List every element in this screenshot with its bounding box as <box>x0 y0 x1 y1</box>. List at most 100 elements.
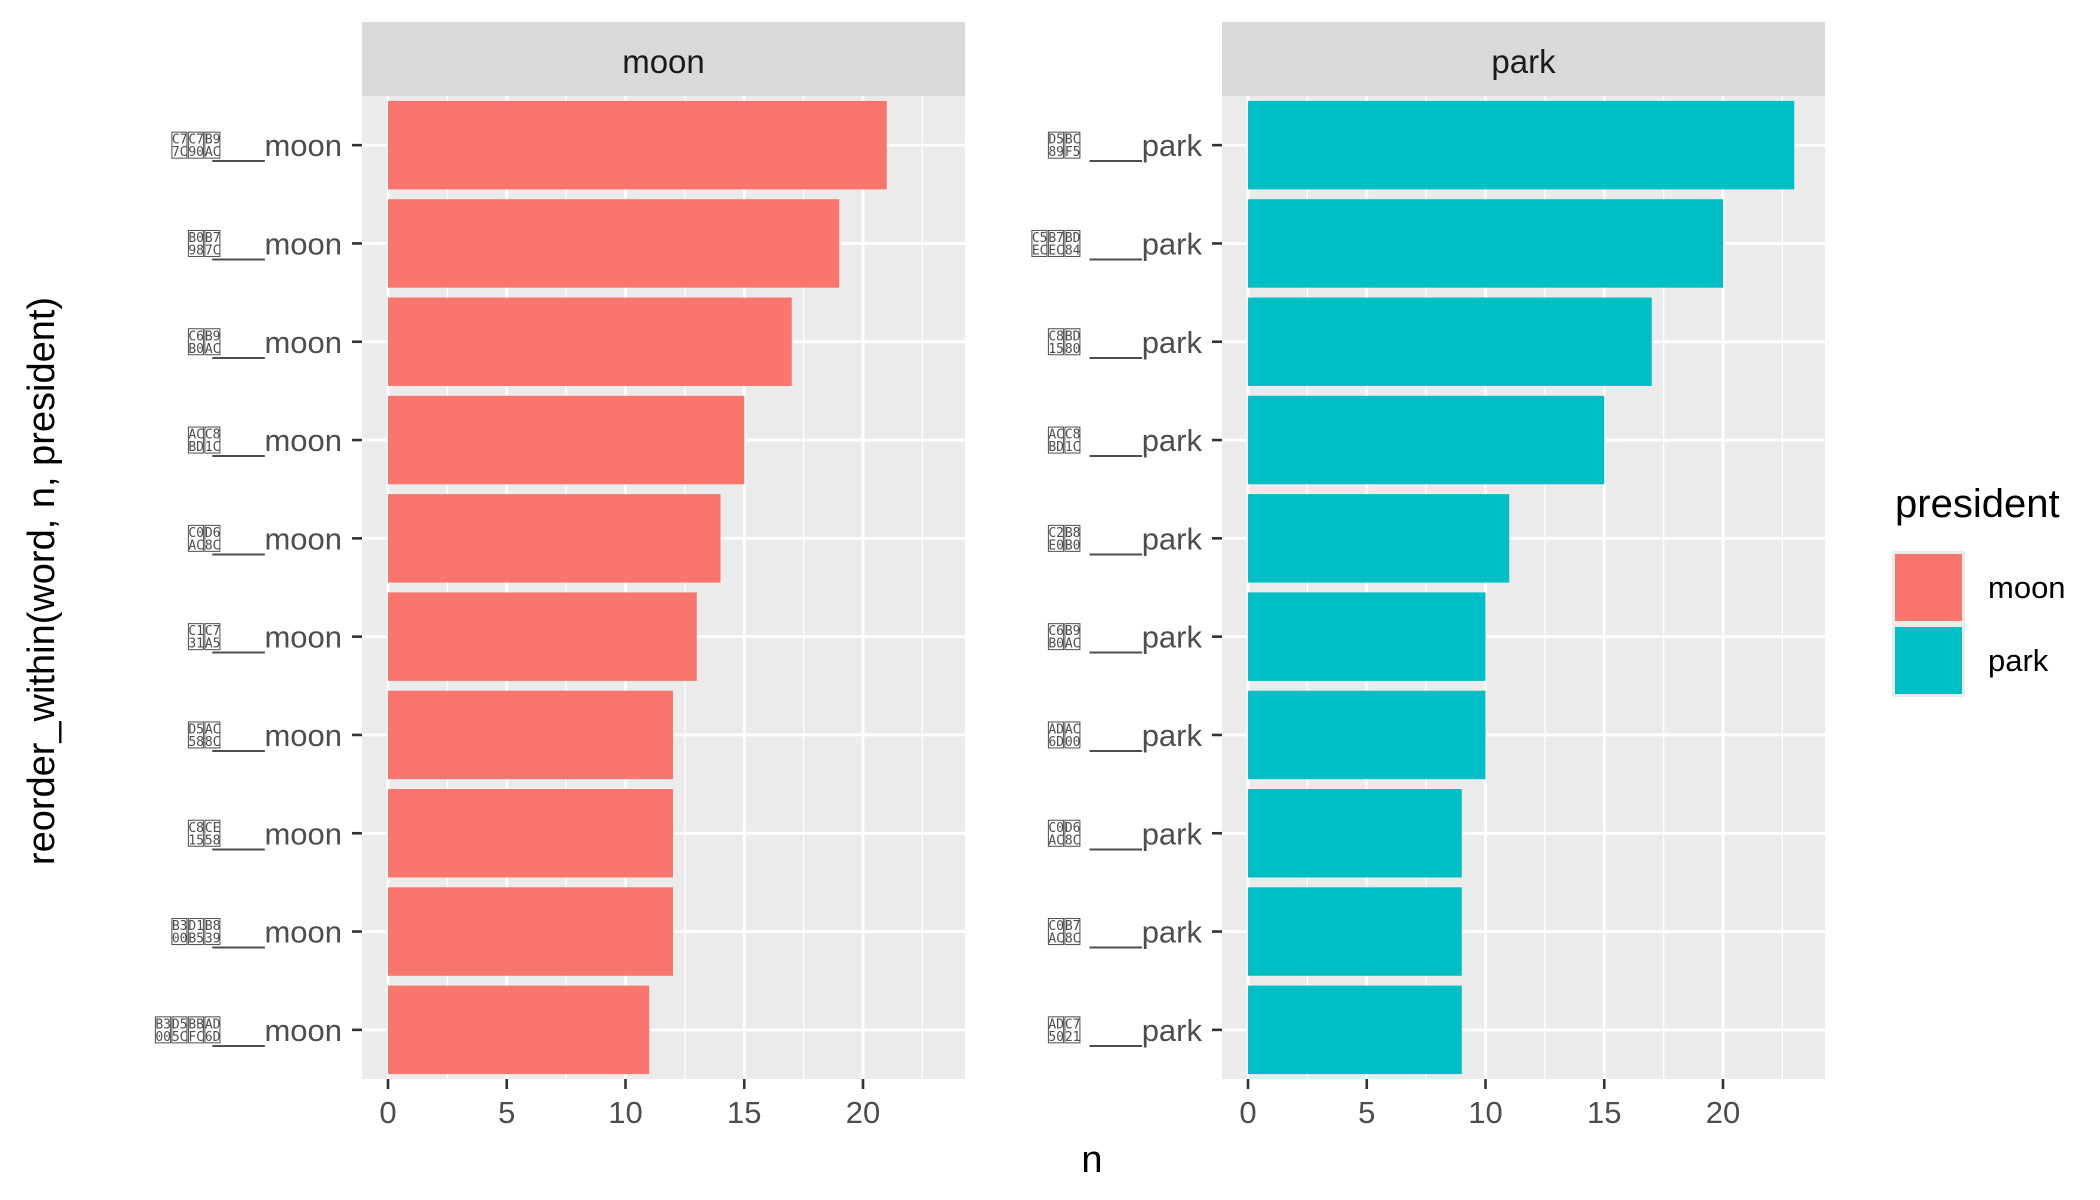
x-tick-label: 0 <box>1239 1095 1256 1130</box>
x-tick-label: 5 <box>1358 1095 1375 1130</box>
glyph-hex: C8 <box>205 428 221 443</box>
glyph-hex: 15 <box>188 833 204 848</box>
bar-park-4 <box>1248 395 1605 485</box>
glyph-hex: B7 <box>205 231 221 246</box>
glyph-box <box>187 426 204 454</box>
glyph-hex: D5 <box>1048 133 1064 148</box>
y-axis-title: reorder_within(word, n, president) <box>21 297 63 865</box>
glyph-hex: 00 <box>1065 735 1081 750</box>
bar-moon-3 <box>388 297 792 386</box>
glyph-box <box>1047 229 1064 257</box>
strip-background <box>362 22 965 96</box>
glyph-hex: AC <box>1048 932 1064 947</box>
glyph-box <box>204 721 221 749</box>
glyph-box <box>1064 721 1081 749</box>
y-tick-label: ___park <box>1089 718 1203 753</box>
y-tick-label: ___park <box>1089 226 1203 261</box>
y-tick-label: ___park <box>1089 521 1203 556</box>
glyph-hex: BD <box>1048 440 1064 455</box>
glyph-hex: B9 <box>205 133 221 148</box>
glyph-hex: 58 <box>188 735 204 750</box>
bar-park-2 <box>1248 199 1723 288</box>
glyph-hex: D5 <box>188 722 204 737</box>
y-tick-label: ___moon <box>212 423 342 458</box>
glyph-hex: 84 <box>1065 243 1081 258</box>
glyph-hex: AC <box>1065 722 1081 737</box>
glyph-box <box>171 131 188 159</box>
x-tick-label: 15 <box>727 1095 761 1130</box>
glyph-hex: B8 <box>205 919 221 934</box>
y-tick-label: ___park <box>1089 620 1203 655</box>
glyph-hex: B3 <box>172 919 188 934</box>
panel-moon: moon___moonC77CC790B9AC___moonB098B77C__… <box>154 22 965 1130</box>
strip-label-park: park <box>1491 43 1556 80</box>
glyph-hex: D1 <box>188 919 204 934</box>
glyph-hex: AC <box>1048 833 1064 848</box>
x-tick-label: 5 <box>498 1095 515 1130</box>
glyph-hex: BB <box>188 1017 204 1032</box>
glyph-hex: 7C <box>205 243 221 258</box>
glyph-box <box>171 918 188 946</box>
glyph-box <box>204 623 221 651</box>
glyph-hex: 50 <box>1048 1030 1064 1045</box>
glyph-box <box>1031 229 1048 257</box>
glyph-hex: 39 <box>205 932 221 947</box>
glyph-box <box>204 426 221 454</box>
glyph-box <box>187 328 204 356</box>
glyph-box <box>187 524 204 552</box>
glyph-hex: FC <box>188 1030 204 1045</box>
glyph-hex: 6D <box>1048 735 1064 750</box>
glyph-box <box>204 328 221 356</box>
y-tick-label: ___moon <box>212 325 342 360</box>
glyph-hex: 8C <box>1065 932 1081 947</box>
glyph-hex: C7 <box>1065 1017 1081 1032</box>
glyph-hex: 7C <box>172 145 188 160</box>
glyph-hex: B3 <box>155 1017 171 1032</box>
glyph-hex: 8C <box>205 538 221 553</box>
glyph-hex: C0 <box>1048 919 1064 934</box>
glyph-box <box>1064 229 1081 257</box>
y-tick-label: ___moon <box>212 816 342 851</box>
legend: moon park <box>1892 551 2066 697</box>
glyph-hex: D6 <box>205 526 221 541</box>
legend-title: president <box>1895 482 2060 526</box>
bar-moon-4 <box>388 395 745 485</box>
glyph-hex: C0 <box>188 526 204 541</box>
glyph-box <box>1064 131 1081 159</box>
glyph-hex: 80 <box>1065 342 1081 357</box>
glyph-box <box>171 1016 188 1044</box>
glyph-hex: 89 <box>1048 145 1064 160</box>
glyph-hex: C7 <box>205 624 221 639</box>
glyph-hex: B0 <box>1048 637 1064 652</box>
glyph-hex: EC <box>1048 243 1064 258</box>
glyph-hex: A5 <box>205 637 221 652</box>
y-tick-label: ___moon <box>212 718 342 753</box>
glyph-hex: C0 <box>1048 821 1064 836</box>
y-tick-label: ___moon <box>212 521 342 556</box>
y-tick-label: ___park <box>1089 915 1203 950</box>
glyph-hex: BC <box>1065 133 1081 148</box>
glyph-hex: 15 <box>1048 342 1064 357</box>
glyph-hex: B0 <box>188 231 204 246</box>
glyph-hex: B9 <box>1065 624 1081 639</box>
glyph-box <box>154 1016 171 1044</box>
glyph-hex: AD <box>205 1017 221 1032</box>
bar-moon-1 <box>388 100 887 190</box>
y-tick-label: ___moon <box>212 226 342 261</box>
bar-park-3 <box>1248 297 1652 386</box>
glyph-hex: C7 <box>172 133 188 148</box>
glyph-box <box>187 918 204 946</box>
glyph-hex: B9 <box>205 329 221 344</box>
glyph-hex: 1C <box>1065 440 1081 455</box>
glyph-hex: 00 <box>155 1030 171 1045</box>
glyph-box <box>1047 524 1064 552</box>
glyph-box <box>204 1016 221 1044</box>
glyph-hex: 31 <box>188 637 204 652</box>
legend-swatch-moon <box>1895 554 1962 621</box>
glyph-hex: AC <box>1065 637 1081 652</box>
